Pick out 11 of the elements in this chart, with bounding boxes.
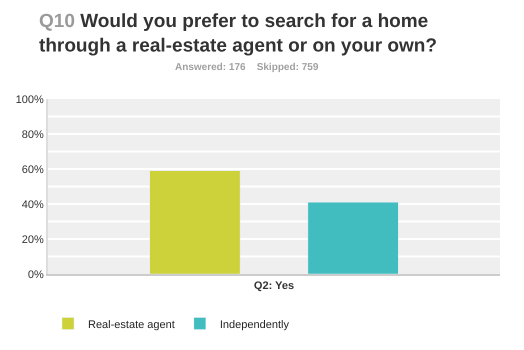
y-tick-label: 60% — [22, 164, 44, 176]
y-tick-label: 80% — [22, 128, 44, 141]
y-tick-label: 0% — [28, 268, 44, 281]
legend-label: Real-estate agent — [88, 318, 175, 331]
legend-label: Independently — [220, 318, 290, 331]
y-tick-label: 100% — [16, 94, 44, 106]
y-tick-label: 40% — [22, 198, 44, 211]
chart-subtitle: Answered: 176 Skipped: 759 — [175, 62, 319, 73]
chart-title: Q10 Would you prefer to search for a home through a real-estate agent or on your own? — [39, 11, 437, 57]
x-tick-label: Q2: Yes — [254, 280, 294, 292]
y-tick-label: 20% — [22, 234, 44, 246]
